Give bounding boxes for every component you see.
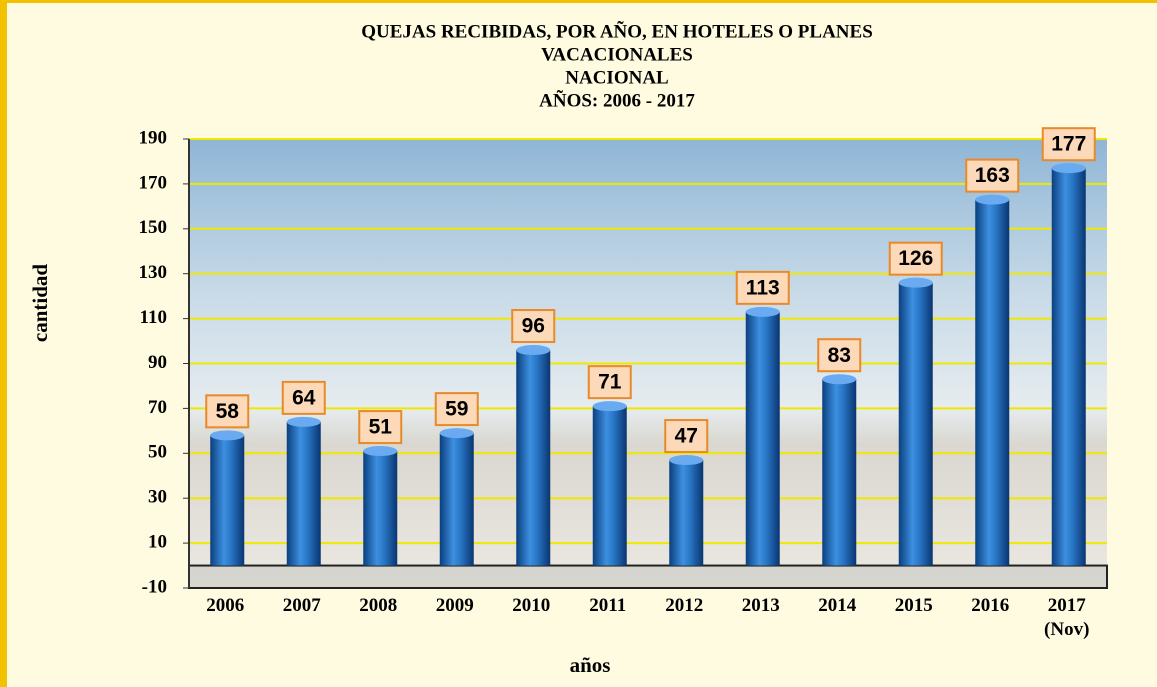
bar — [669, 460, 704, 566]
bar-cap — [898, 277, 933, 288]
bar — [898, 282, 933, 566]
x-tick-label: 2015 — [894, 595, 933, 616]
data-label: 64 — [292, 386, 316, 409]
y-tick-label: 70 — [148, 397, 167, 418]
x-tick-label: 2006 — [206, 595, 245, 616]
data-label: 96 — [522, 315, 545, 338]
bar-cap — [975, 194, 1010, 205]
y-tick-label: 50 — [148, 442, 167, 463]
data-label: 58 — [216, 400, 240, 423]
y-tick-label: 30 — [148, 487, 167, 508]
x-axis-label: años — [570, 653, 611, 677]
data-label-box — [664, 419, 709, 454]
x-tick-label: 2016 — [971, 595, 1010, 616]
bar — [286, 421, 321, 566]
data-label-box — [587, 365, 632, 400]
data-label-box — [817, 338, 862, 373]
data-label-box — [205, 394, 250, 429]
data-label-box — [1041, 127, 1096, 162]
y-tick-label: 150 — [139, 217, 168, 238]
data-label-box — [888, 241, 943, 276]
bar — [210, 435, 245, 566]
chart-title: VACACIONALES — [541, 44, 693, 65]
chart-title: AÑOS: 2006 - 2017 — [539, 89, 695, 111]
y-tick-label: 170 — [139, 172, 168, 193]
data-label-box — [965, 158, 1020, 193]
y-tick-label: -10 — [142, 576, 167, 597]
data-label: 163 — [975, 164, 1010, 187]
data-label-box — [511, 309, 556, 344]
x-tick-label: 2007 — [282, 595, 321, 616]
floor — [188, 564, 1108, 589]
x-tick-label: 2014 — [818, 595, 857, 616]
x-tick-label: 2011 — [589, 595, 627, 616]
data-label-box — [281, 380, 326, 415]
bar-cap — [516, 345, 551, 356]
bar-cap — [1051, 163, 1086, 174]
bar-cap — [363, 446, 398, 457]
data-label: 59 — [445, 398, 468, 421]
bar — [822, 379, 857, 566]
data-label: 113 — [746, 276, 780, 299]
x-tick-label: 2012 — [665, 595, 704, 616]
bar — [439, 433, 474, 566]
data-label-box — [735, 270, 790, 305]
data-label-box — [358, 410, 403, 445]
data-label: 126 — [898, 247, 933, 270]
x-tick-label: 2008 — [359, 595, 398, 616]
bar — [1051, 168, 1086, 566]
y-axis-label: cantidad — [28, 264, 52, 343]
chart-title: NACIONAL — [565, 67, 668, 88]
bar-cap — [822, 374, 857, 385]
bar — [745, 311, 780, 566]
data-label: 51 — [369, 416, 393, 439]
y-tick-label: 110 — [140, 307, 167, 328]
data-label: 177 — [1051, 133, 1086, 156]
data-label: 47 — [675, 425, 698, 448]
bar-cap — [286, 416, 321, 427]
bar-cap — [439, 428, 474, 439]
bar — [592, 406, 627, 566]
bar-cap — [592, 401, 627, 412]
chart: QUEJAS RECIBIDAS, POR AÑO, EN HOTELES O … — [28, 20, 1108, 677]
x-tick-label: 2017 (Nov) — [1044, 595, 1090, 640]
y-tick-label: 10 — [148, 531, 167, 552]
y-tick-label: 90 — [148, 352, 167, 373]
x-tick-label: 2009 — [435, 595, 474, 616]
data-label: 83 — [828, 344, 851, 367]
x-tick-label: 2013 — [741, 595, 780, 616]
bar — [363, 451, 398, 566]
x-tick-label: 2010 — [512, 595, 551, 616]
y-tick-label: 130 — [139, 262, 168, 283]
bar — [975, 199, 1010, 566]
bar-cap — [669, 455, 704, 466]
bar-cap — [210, 430, 245, 441]
y-tick-label: 190 — [139, 127, 168, 148]
data-label: 71 — [598, 371, 622, 394]
bar — [516, 350, 551, 566]
bar-cap — [745, 306, 780, 317]
data-label-box — [434, 392, 479, 427]
chart-title: QUEJAS RECIBIDAS, POR AÑO, EN HOTELES O … — [361, 20, 873, 42]
